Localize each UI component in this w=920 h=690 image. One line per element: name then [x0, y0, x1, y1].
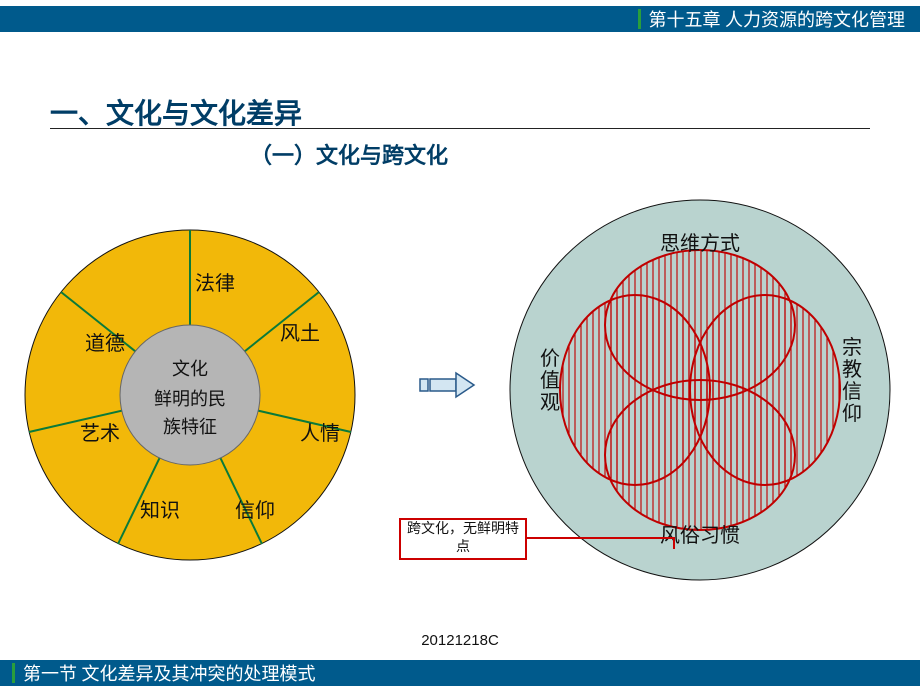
- date-code: 20121218C: [0, 632, 920, 649]
- center-line2: 鲜明的民: [154, 389, 226, 409]
- seg-zhishi: 知识: [140, 499, 180, 522]
- callout-text: 跨文化，无鲜明特点: [401, 521, 525, 557]
- seg-yishu: 艺术: [80, 422, 120, 445]
- header-accent: [638, 9, 641, 29]
- seg-law: 法律: [195, 272, 235, 295]
- cross-culture-venn: 思维方式 风俗习惯 价值观 宗教信仰: [500, 190, 900, 590]
- seg-renqing: 人情: [300, 422, 340, 445]
- chapter-title: 第十五章 人力资源的跨文化管理: [649, 6, 906, 32]
- section-title: 第一节 文化差异及其冲突的处理模式: [23, 660, 316, 686]
- venn-bottom: 风俗习惯: [660, 524, 740, 547]
- center-line3: 族特征: [163, 417, 217, 437]
- venn-top: 思维方式: [660, 232, 740, 255]
- arrow-icon: [418, 370, 478, 400]
- seg-daode: 道德: [85, 332, 125, 355]
- main-title: 一、文化与文化差异: [50, 92, 302, 132]
- seg-xinyang: 信仰: [235, 499, 275, 522]
- title-underline: [50, 128, 870, 129]
- subtitle: （一）文化与跨文化: [250, 138, 448, 170]
- venn-left: 价值观: [540, 348, 560, 414]
- header-bar: 第十五章 人力资源的跨文化管理: [0, 6, 920, 32]
- footer-bar: 第一节 文化差异及其冲突的处理模式: [0, 660, 920, 686]
- seg-fengtu: 风土: [280, 322, 320, 345]
- callout-box: 跨文化，无鲜明特点: [399, 518, 527, 560]
- callout-connector: [527, 537, 675, 539]
- venn-right: 宗教信仰: [842, 336, 862, 425]
- center-line1: 文化: [172, 359, 208, 379]
- footer-accent: [12, 663, 15, 683]
- culture-pie-diagram: 法律 风土 人情 信仰 知识 艺术 道德 文化 鲜明的民 族特征: [20, 225, 360, 565]
